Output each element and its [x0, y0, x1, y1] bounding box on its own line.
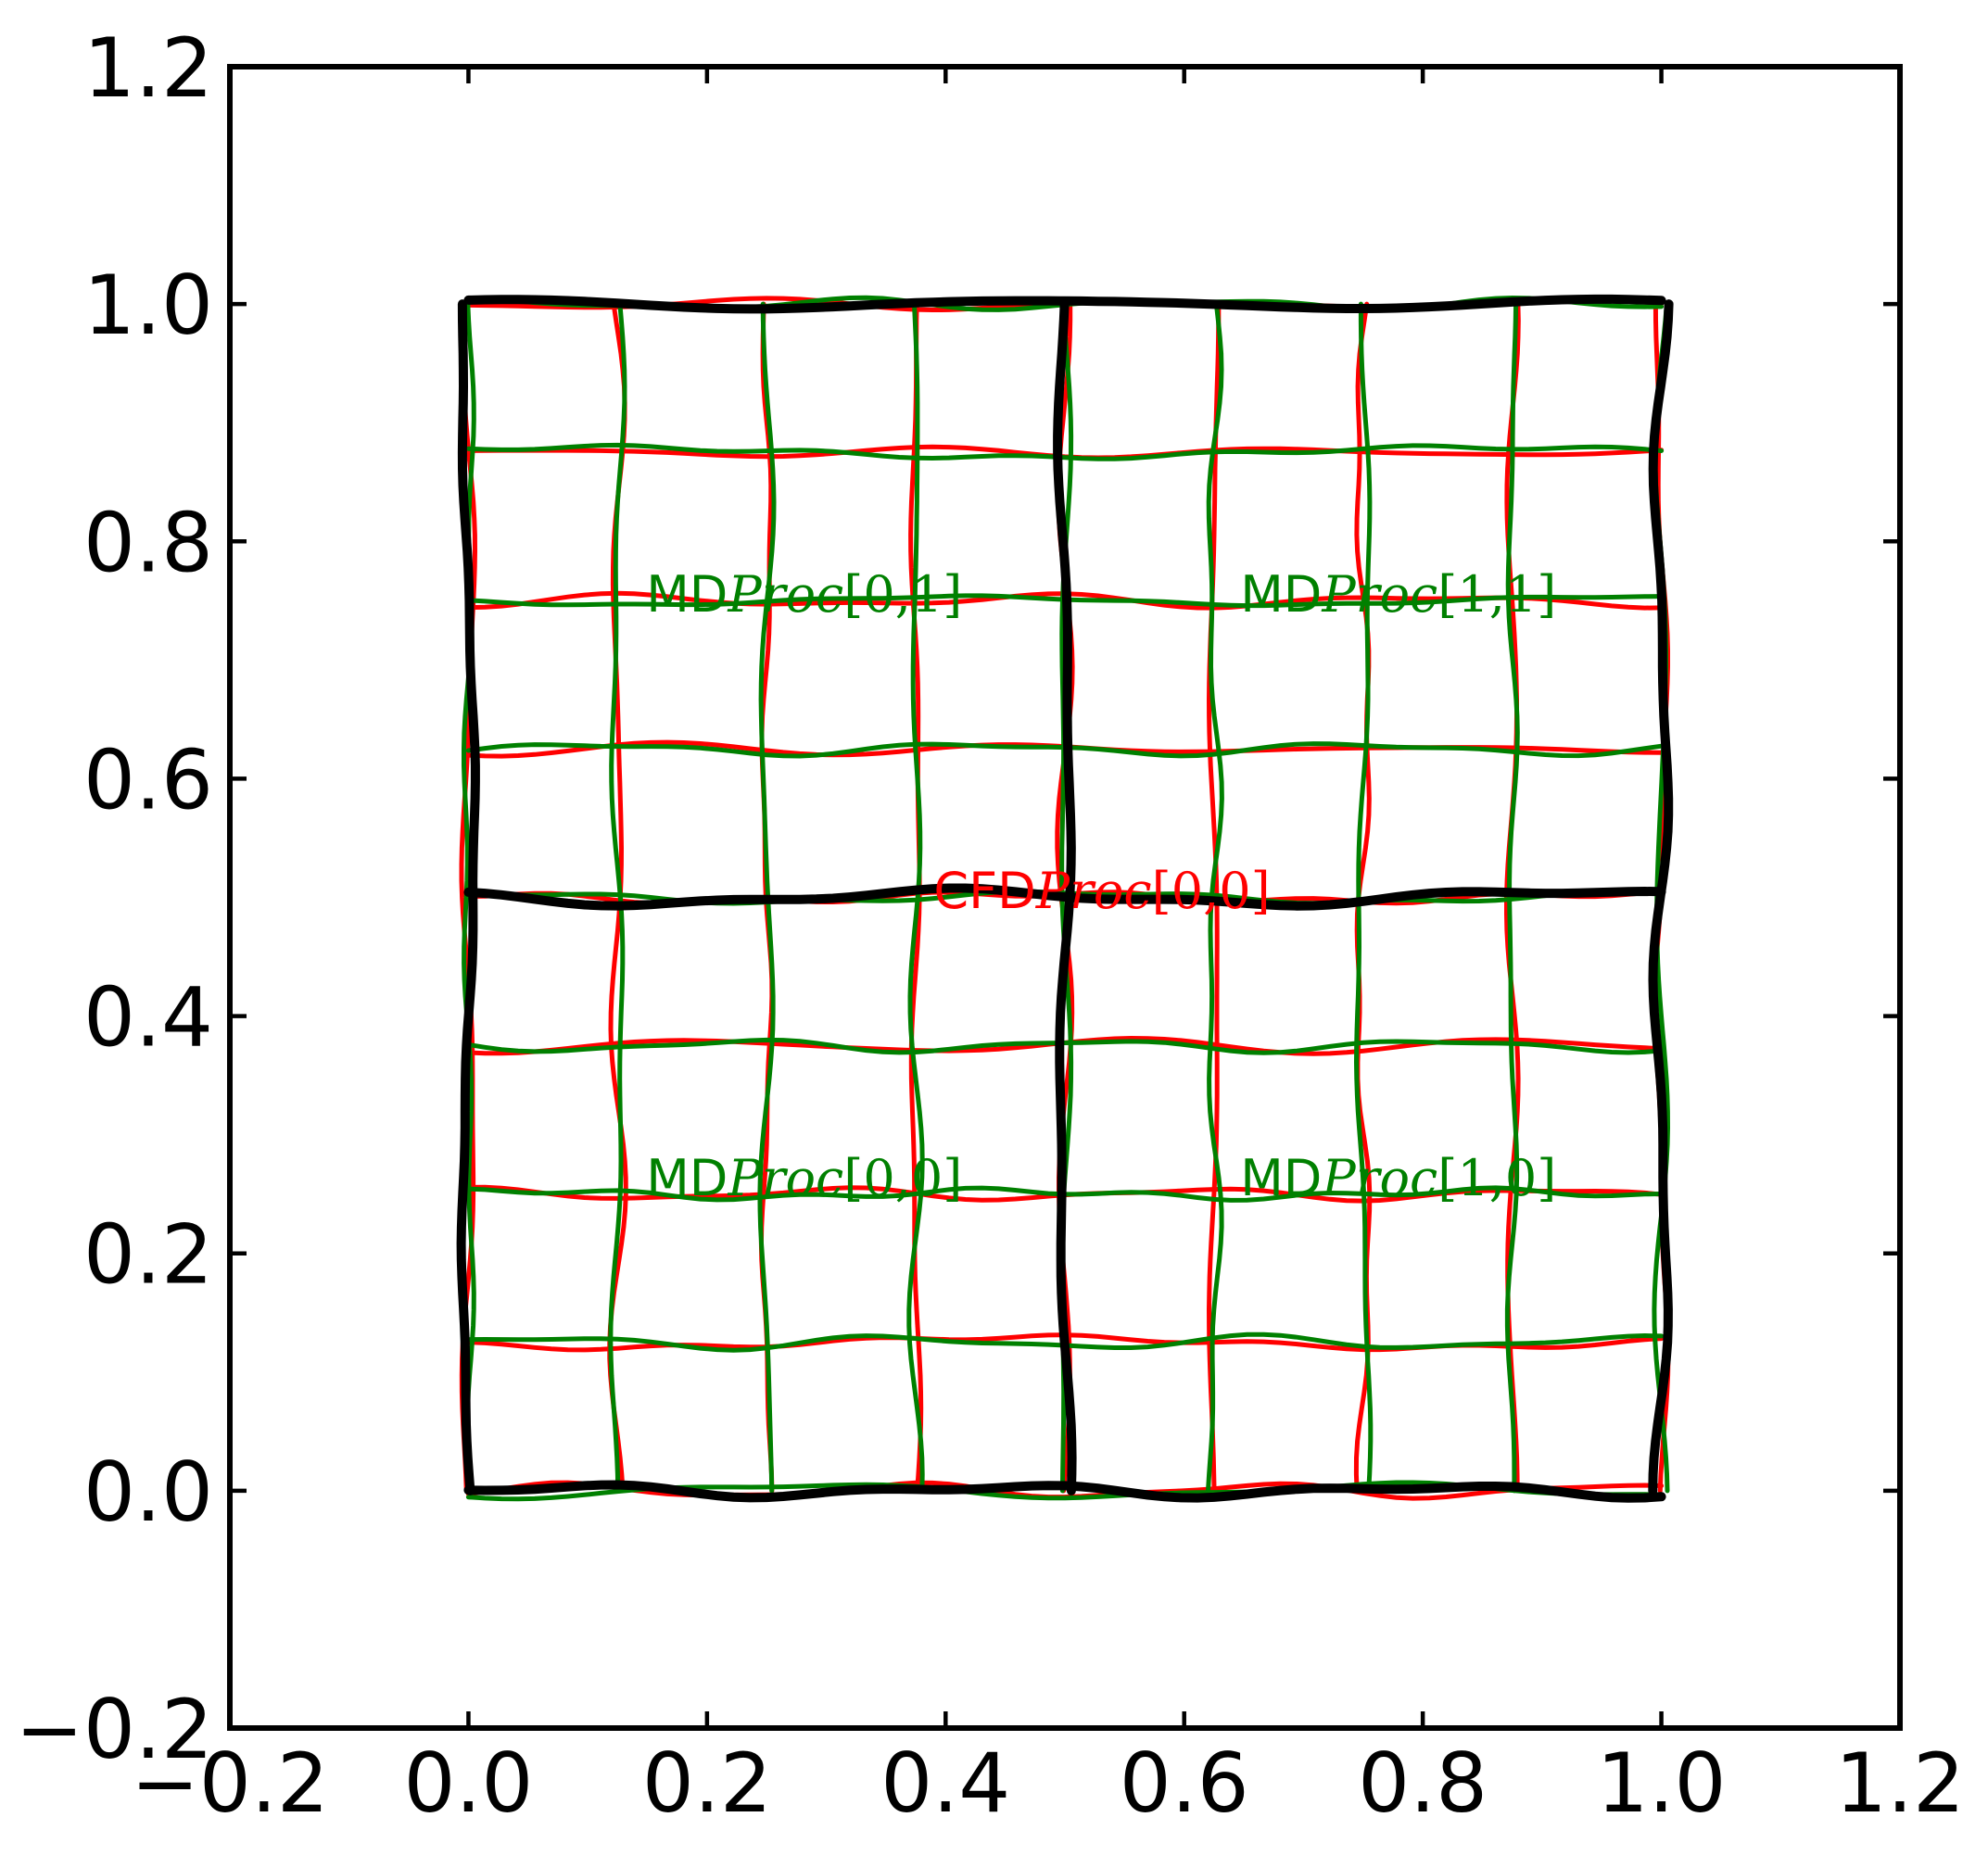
y-tick-label: 0.2	[83, 1207, 213, 1303]
tick-labels: −0.2 0.0 0.2 0.4 0.6 0.8 1.0 1.2 −0.2 0.0 0.2 0.4 0.…	[15, 20, 1965, 1831]
label-md-proc-1-1: MDProc[1,1]	[1240, 565, 1556, 624]
y-tick-label: 0.4	[83, 970, 213, 1066]
label-cfd-proc-0-0-math: Proc	[1035, 862, 1152, 920]
tick-marks	[227, 64, 1903, 1731]
proc-boundary-mesh-hline	[463, 883, 1666, 911]
x-tick-label: 0.8	[1358, 1735, 1488, 1831]
md-mesh-vline	[462, 301, 476, 1494]
proc-boundary-mesh	[456, 294, 1674, 1503]
axes	[227, 64, 1903, 1731]
x-tick-label: 1.0	[1597, 1735, 1727, 1831]
label-md-proc-0-0-index: [0,0]	[843, 1149, 962, 1207]
y-tick-label: 1.2	[83, 20, 213, 116]
label-cfd-proc-0-0: CFDProc[0,0]	[933, 862, 1270, 920]
label-md-proc-1-0-math: Proc	[1321, 1149, 1437, 1207]
label-md-proc-1-0: MDProc[1,0]	[1240, 1149, 1556, 1207]
y-tick-label: 0.6	[83, 732, 213, 827]
y-tick-label: 1.0	[83, 258, 213, 353]
x-tick-label: 0.4	[880, 1735, 1010, 1831]
y-tick-label: 0.0	[83, 1445, 213, 1540]
x-tick-label: 0.0	[403, 1735, 533, 1831]
label-md-proc-0-0-math: Proc	[727, 1149, 843, 1207]
label-md-proc-1-1-prefix: MD	[1240, 565, 1322, 624]
x-tick-label: 1.2	[1835, 1735, 1965, 1831]
md-mesh-vline	[906, 301, 925, 1494]
x-tick-label: −0.2	[131, 1735, 329, 1831]
md-mesh-hline	[465, 1037, 1665, 1055]
label-md-proc-1-0-index: [1,0]	[1437, 1149, 1556, 1207]
proc-boundary-mesh-hline	[463, 1480, 1666, 1503]
label-md-proc-0-1-index: [0,1]	[843, 565, 962, 624]
proc-boundary-mesh-vline	[1648, 299, 1674, 1495]
proc-boundary-mesh-hline	[463, 294, 1666, 314]
proc-boundary-mesh-vline	[456, 299, 480, 1495]
label-md-proc-1-1-index: [1,1]	[1437, 565, 1556, 624]
x-tick-label: 0.2	[642, 1735, 772, 1831]
label-cfd-proc-0-0-prefix: CFD	[933, 862, 1035, 920]
y-tick-label: 0.8	[83, 495, 213, 590]
label-md-proc-1-1-math: Proc	[1321, 565, 1437, 624]
label-md-proc-0-1-prefix: MD	[646, 565, 728, 624]
label-cfd-proc-0-0-index: [0,0]	[1152, 862, 1271, 920]
label-md-proc-0-0-prefix: MD	[646, 1149, 728, 1207]
md-mesh-hline	[465, 442, 1665, 461]
md-mesh-vline	[608, 301, 627, 1494]
label-md-proc-0-0: MDProc[0,0]	[646, 1149, 962, 1207]
label-md-proc-1-0-prefix: MD	[1240, 1149, 1322, 1207]
y-tick-label: −0.2	[15, 1682, 213, 1777]
x-tick-label: 0.6	[1120, 1735, 1249, 1831]
label-md-proc-0-1: MDProc[0,1]	[646, 565, 962, 624]
label-md-proc-0-1-math: Proc	[727, 565, 843, 624]
